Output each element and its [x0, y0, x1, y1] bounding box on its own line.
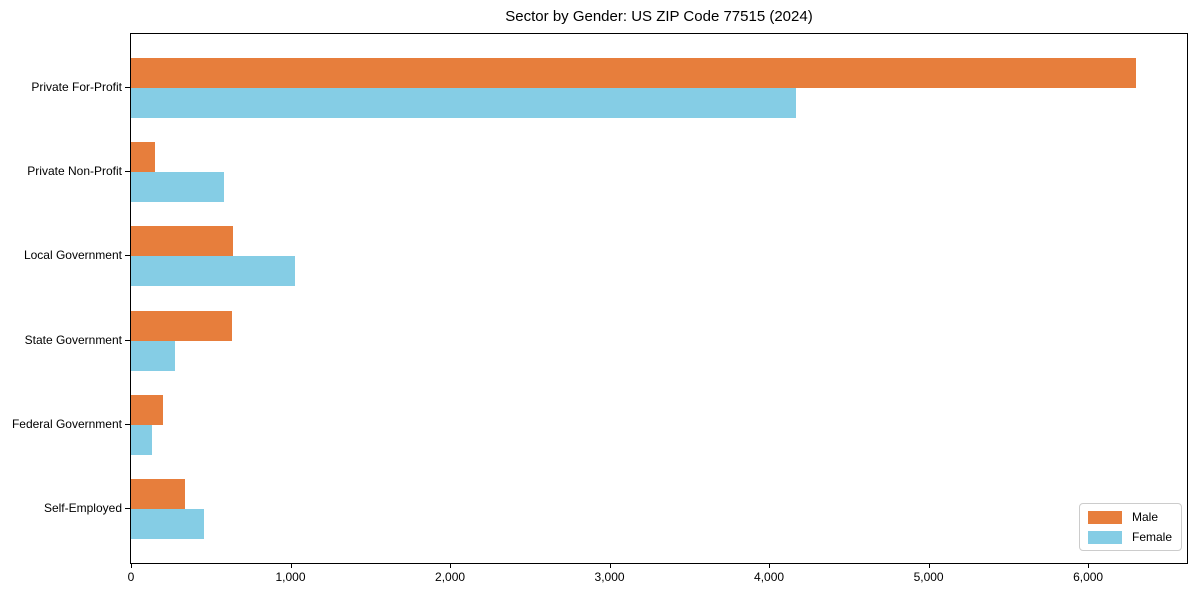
chart-title: Sector by Gender: US ZIP Code 77515 (202…: [505, 8, 813, 25]
female-bar: [131, 340, 175, 371]
x-axis-label: 0: [127, 570, 135, 584]
x-axis-label: 3,000: [594, 570, 625, 584]
x-tick-mark: [290, 564, 292, 568]
male-bar: [131, 58, 1136, 88]
male-series-swatch: [1087, 510, 1122, 524]
male-bar: [131, 310, 233, 341]
y-tick-mark: [125, 508, 130, 509]
female-bar: [131, 424, 152, 455]
female-series-swatch: [1087, 530, 1122, 544]
male-bar: [131, 142, 155, 173]
y-tick-mark: [125, 423, 130, 425]
y-tick-mark: [125, 339, 130, 341]
x-axis-label: 6,000: [1073, 570, 1104, 584]
y-axis-label: Self-Employed: [43, 501, 122, 515]
x-tick-mark: [131, 564, 132, 568]
y-axis-label: State Government: [24, 332, 122, 347]
female-bar: [131, 172, 224, 203]
male-bar: [131, 226, 234, 257]
female-bar: [131, 509, 205, 539]
x-tick-mark: [1088, 564, 1090, 568]
x-tick-mark: [928, 564, 930, 568]
y-tick-mark: [125, 255, 130, 257]
legend-label-female: Female: [1131, 530, 1172, 544]
y-tick-mark: [125, 171, 130, 173]
y-axis-label: Federal Government: [11, 416, 122, 431]
x-tick-mark: [769, 564, 771, 568]
female-bar: [131, 88, 797, 118]
x-axis-label: 1,000: [275, 570, 306, 584]
legend-entry-female: Female: [1087, 530, 1172, 544]
y-axis-label: Private For-Profit: [31, 80, 122, 94]
y-tick-mark: [125, 87, 130, 88]
plot-area: Male Female: [130, 33, 1188, 564]
female-bar: [131, 256, 296, 287]
legend-label-male: Male: [1131, 510, 1158, 524]
male-bar: [131, 394, 163, 425]
y-axis-label: Private Non-Profit: [27, 164, 122, 179]
x-axis-label: 2,000: [435, 570, 466, 584]
x-axis-label: 5,000: [913, 570, 944, 584]
x-tick-mark: [609, 564, 611, 568]
y-axis-label: Local Government: [23, 248, 122, 263]
legend: Male Female: [1078, 503, 1182, 551]
legend-entry-male: Male: [1087, 510, 1172, 524]
x-tick-mark: [450, 564, 452, 568]
x-axis-label: 4,000: [754, 570, 785, 584]
male-bar: [131, 479, 186, 509]
